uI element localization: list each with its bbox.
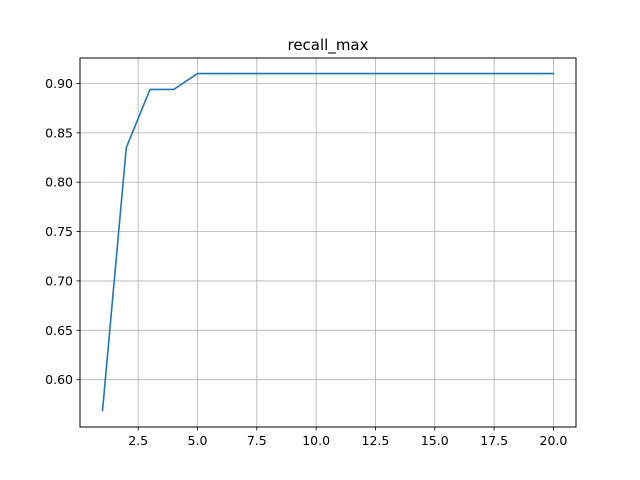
x-tick-label: 5.0	[188, 433, 208, 448]
y-tick-label: 0.70	[45, 273, 73, 288]
y-axis: 0.60 0.65 0.70 0.75 0.80 0.85 0.90	[45, 76, 80, 387]
chart-title: recall_max	[287, 36, 368, 55]
x-tick-label: 10.0	[302, 433, 330, 448]
x-tick-label: 20.0	[540, 433, 568, 448]
x-tick-label: 2.5	[128, 433, 148, 448]
y-tick-label: 0.80	[45, 175, 73, 190]
x-tick-label: 7.5	[247, 433, 267, 448]
grid	[80, 58, 576, 427]
plot-frame	[79, 57, 577, 428]
series-layer	[101, 72, 555, 412]
x-axis: 2.5 5.0 7.5 10.0 12.5 15.0 17.5 20.0	[128, 427, 567, 448]
y-tick-label: 0.65	[45, 323, 73, 338]
y-tick-label: 0.85	[45, 125, 73, 140]
x-tick-label: 17.5	[480, 433, 508, 448]
x-tick-label: 15.0	[421, 433, 449, 448]
y-tick-label: 0.90	[45, 76, 73, 91]
y-tick-label: 0.75	[45, 224, 73, 239]
series-line	[101, 72, 555, 412]
y-tick-label: 0.60	[45, 372, 73, 387]
x-tick-label: 12.5	[362, 433, 390, 448]
